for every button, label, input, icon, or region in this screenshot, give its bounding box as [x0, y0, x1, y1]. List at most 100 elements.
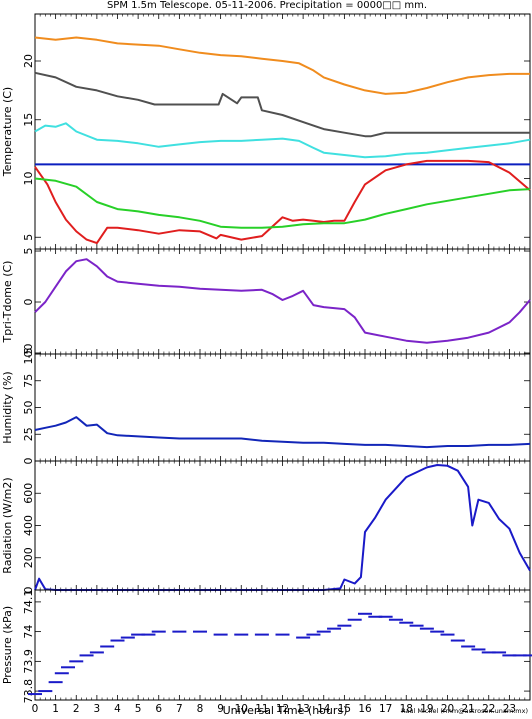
- panel-frame: [34, 460, 531, 591]
- panel-1: -5 0 5 Tpri-Tdome (C): [1, 248, 531, 358]
- credit-text: Raul Michel (rmm@astrosen.unam.mx): [401, 707, 528, 715]
- x-tick-label: 22: [482, 703, 495, 715]
- x-tick-label: 4: [114, 703, 121, 715]
- panel-3: 0 200 400 600 Radiation (W/m2): [1, 460, 531, 594]
- data-point: [409, 624, 424, 627]
- data-point: [461, 645, 476, 648]
- x-tick-label: 15: [338, 703, 351, 715]
- data-point: [151, 630, 166, 633]
- data-point: [368, 615, 383, 618]
- series-line-0: [34, 258, 531, 344]
- data-point: [193, 630, 207, 633]
- data-point: [110, 639, 125, 642]
- y-tick-label: 5: [22, 234, 35, 241]
- data-point: [48, 681, 63, 684]
- panel-4: 73.8 73.9 74 74.1 Pressure (kPa): [1, 589, 532, 704]
- data-point: [388, 618, 403, 621]
- data-point: [347, 618, 362, 621]
- panel-frame: [34, 248, 531, 355]
- x-tick-label: 0: [32, 703, 39, 715]
- y-tick-label: 600: [22, 483, 35, 504]
- x-tick-label: 17: [379, 703, 392, 715]
- x-tick-label: 10: [235, 703, 248, 715]
- x-tick-label: 18: [400, 703, 413, 715]
- y-tick-label: 100: [22, 344, 35, 365]
- x-axis-label: Universal Time (hours): [223, 704, 348, 717]
- x-tick-label: 12: [276, 703, 289, 715]
- data-point: [492, 651, 507, 654]
- y-tick-label: 50: [22, 401, 35, 415]
- data-point: [430, 630, 445, 633]
- x-tick-label: 6: [155, 703, 162, 715]
- data-point: [481, 651, 496, 654]
- y-tick-label: 20: [22, 54, 35, 68]
- y-tick-label: 5: [22, 248, 35, 255]
- x-tick-label: 14: [317, 703, 331, 715]
- y-tick-label: 0: [22, 587, 35, 594]
- y-tick-label: 0: [22, 299, 35, 306]
- y-axis-label: Radiation (W/m2): [1, 477, 14, 573]
- y-tick-label: 400: [22, 515, 35, 536]
- y-axis-label: Tpri-Tdome (C): [1, 261, 14, 344]
- data-point: [69, 660, 84, 663]
- data-point: [120, 636, 135, 639]
- x-tick-label: 21: [461, 703, 474, 715]
- x-tick-label: 11: [255, 703, 268, 715]
- data-point: [512, 654, 527, 657]
- data-point: [327, 627, 342, 630]
- data-point: [450, 639, 465, 642]
- data-point: [337, 624, 352, 627]
- data-point: [89, 651, 104, 654]
- data-point: [399, 621, 414, 624]
- panel-2: 0 25 50 75 100 Humidity (%): [1, 344, 531, 465]
- x-tick-label: 13: [296, 703, 309, 715]
- chart-title: SPM 1.5m Telescope. 05-11-2006. Precipit…: [107, 0, 427, 11]
- data-point: [38, 690, 53, 693]
- data-point: [358, 612, 372, 615]
- data-point: [296, 636, 311, 639]
- data-point: [141, 633, 156, 636]
- x-tick-label: 7: [176, 703, 183, 715]
- series-line-0: [34, 36, 530, 95]
- data-point: [306, 633, 321, 636]
- data-point: [131, 633, 146, 636]
- panel-0: 5 10 15 20 Temperature (C): [1, 13, 531, 250]
- series-line-0: [34, 416, 531, 449]
- y-tick-label: 25: [22, 427, 35, 441]
- x-tick-label: 20: [441, 703, 454, 715]
- data-point: [523, 654, 532, 657]
- y-tick-label: 15: [22, 113, 35, 127]
- data-point: [254, 633, 269, 636]
- data-point: [419, 627, 434, 630]
- x-tick-label: 8: [197, 703, 204, 715]
- x-tick-label: 1: [52, 703, 59, 715]
- panel-frame: [34, 13, 531, 250]
- x-tick-label: 19: [420, 703, 433, 715]
- x-tick-label: 2: [73, 703, 80, 715]
- y-tick-label: 75: [22, 374, 35, 388]
- x-tick-label: 5: [135, 703, 142, 715]
- data-point: [54, 672, 69, 675]
- panel-frame: [34, 589, 531, 701]
- data-point: [28, 693, 42, 696]
- data-point: [172, 630, 187, 633]
- panel-frame: [34, 353, 531, 462]
- y-tick-label: 73.8: [22, 679, 35, 704]
- x-tick-labels: 0 1 2 3 4 5 6 7 8 9 10 11 12 13 14 15 16 17 18 19 20 21 22 23: [32, 703, 516, 715]
- y-tick-label: 10: [22, 172, 35, 186]
- series-line-2: [34, 122, 531, 159]
- data-point: [100, 645, 115, 648]
- y-tick-label: 0: [22, 458, 35, 465]
- y-tick-label: 73.9: [22, 649, 35, 674]
- data-point: [234, 633, 249, 636]
- x-tick-label: 23: [503, 703, 516, 715]
- data-point: [213, 633, 228, 636]
- y-axis-label: Humidity (%): [1, 371, 14, 443]
- y-axis-label: Temperature (C): [1, 87, 14, 177]
- y-tick-label: 74: [22, 625, 35, 639]
- data-point: [79, 654, 94, 657]
- data-point: [378, 615, 393, 618]
- series-line-1: [34, 71, 530, 138]
